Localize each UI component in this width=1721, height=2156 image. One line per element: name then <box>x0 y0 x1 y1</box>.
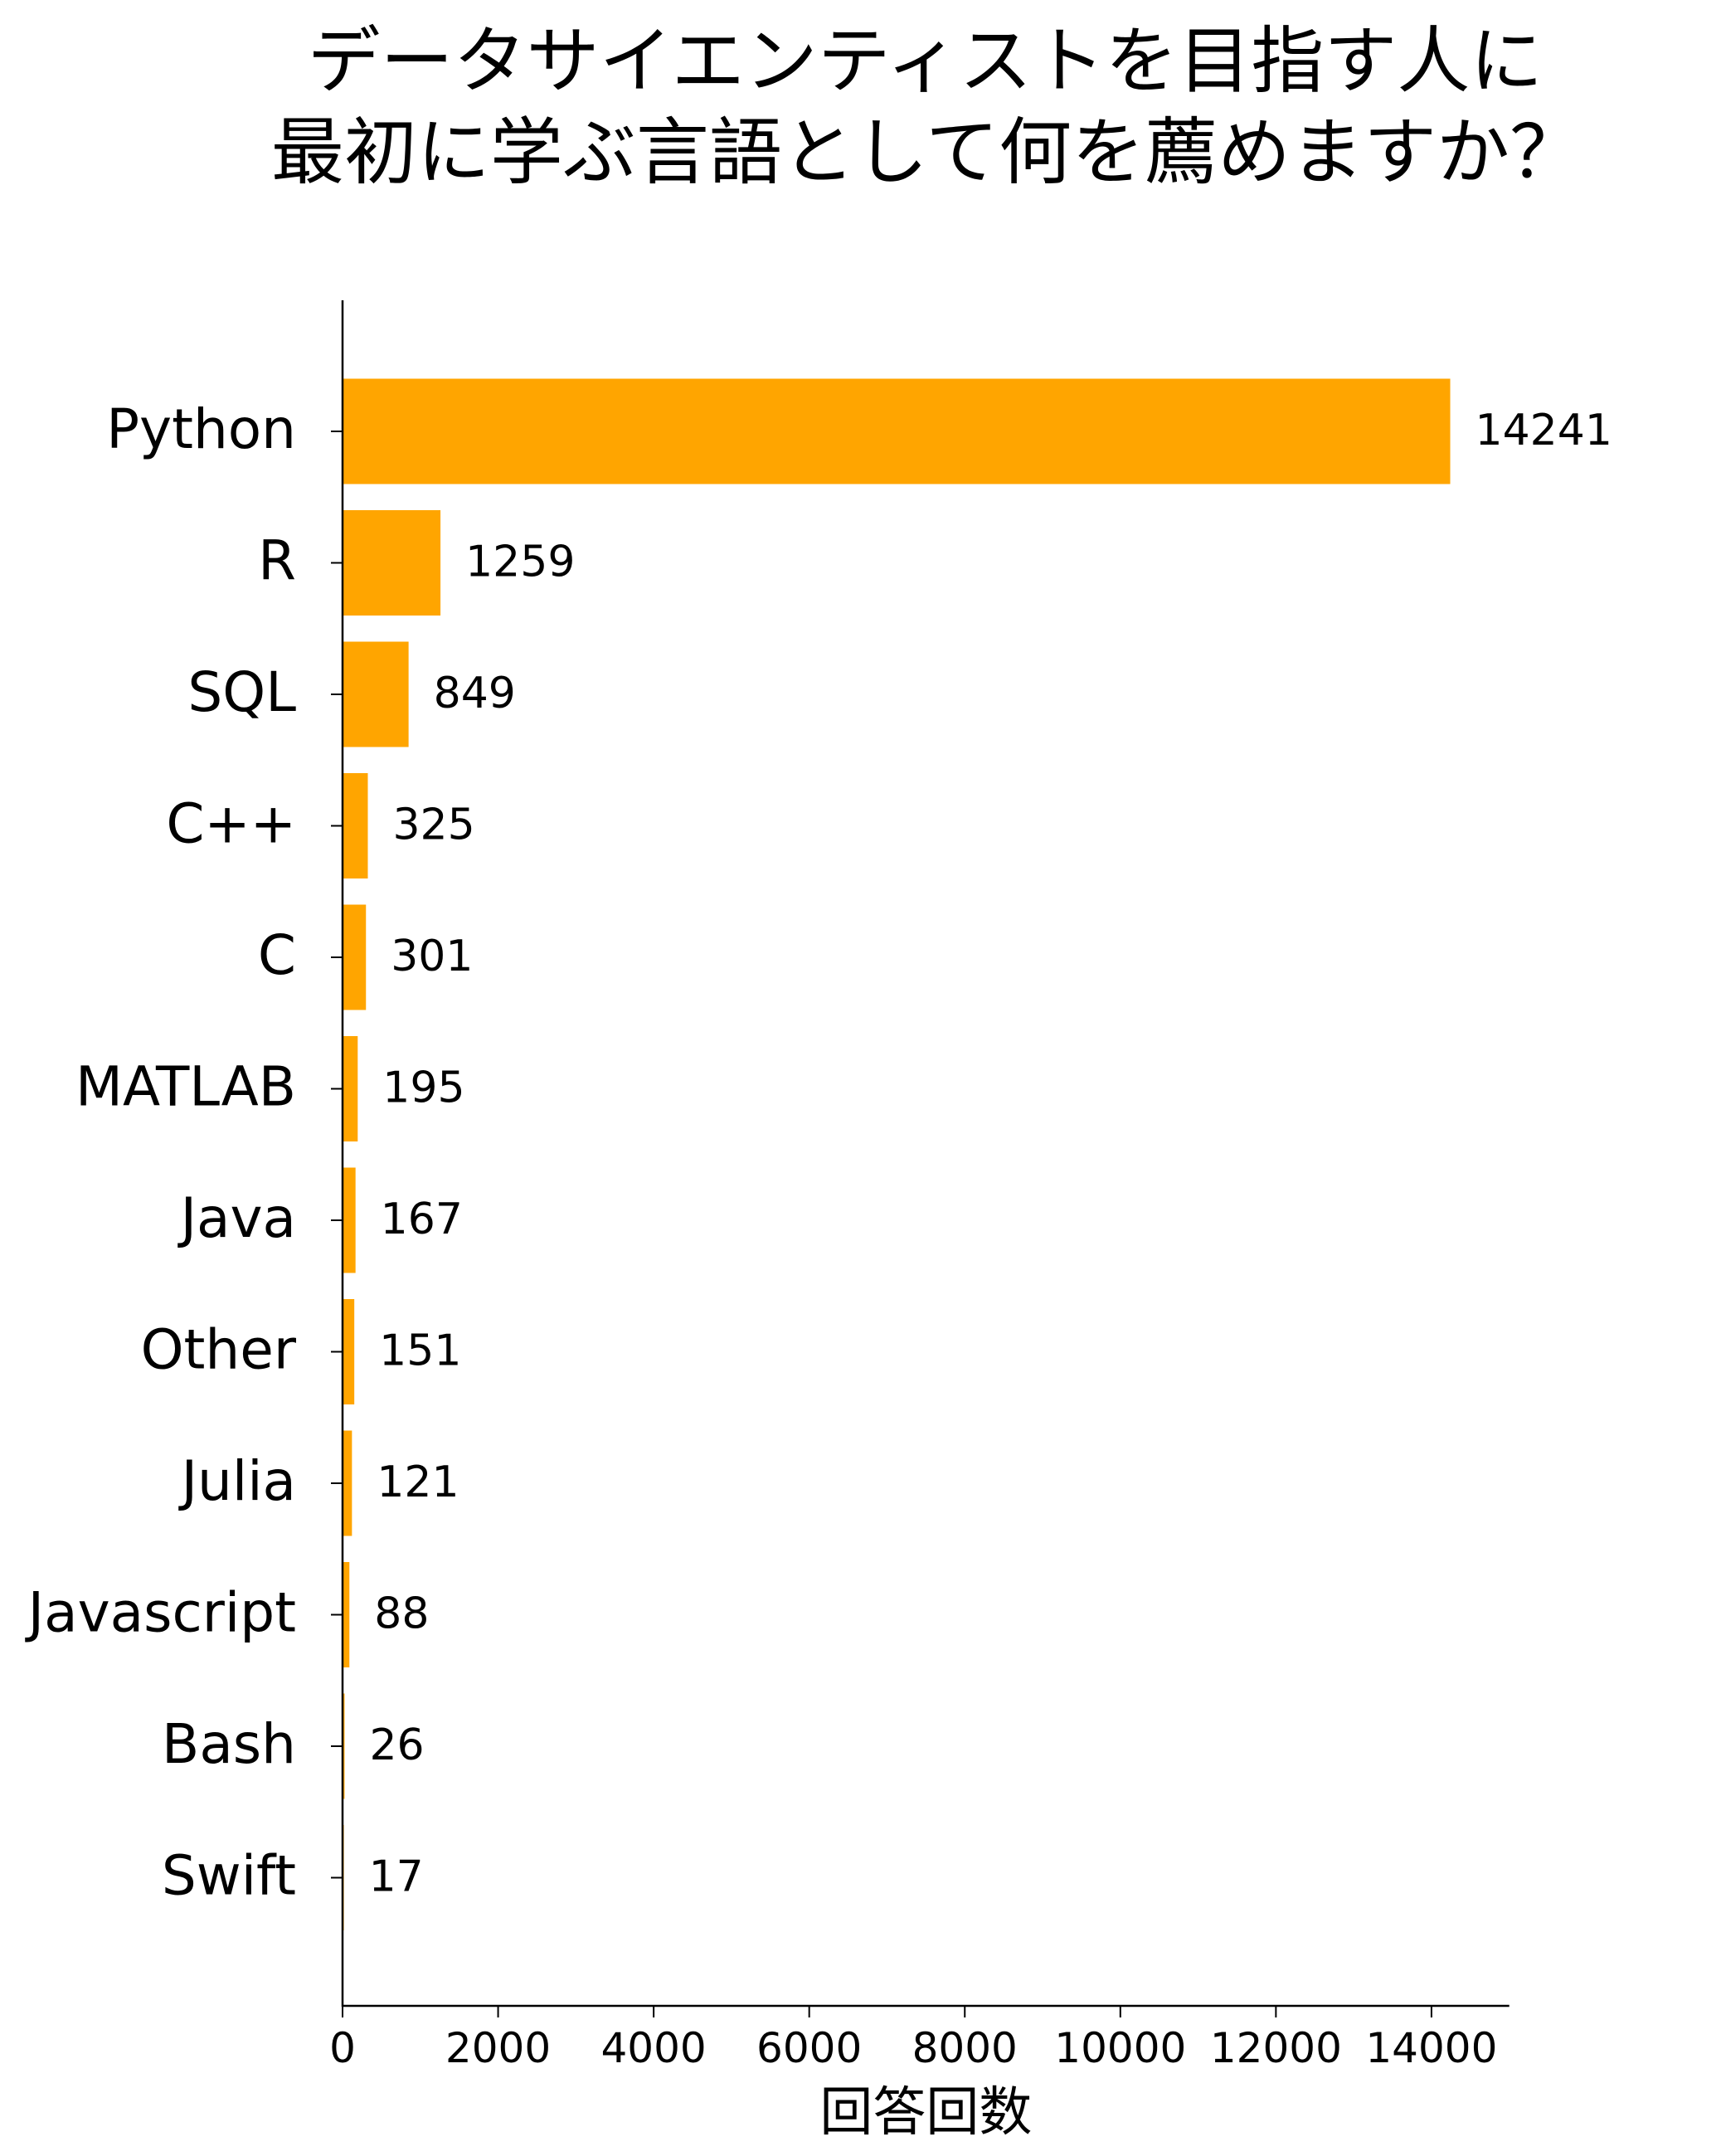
y-tick-label: Javascript <box>25 1581 296 1645</box>
x-tick-label: 2000 <box>445 2024 551 2072</box>
x-axis-label: 回答回数 <box>819 2082 1032 2144</box>
x-tick-label: 10000 <box>1054 2024 1186 2072</box>
bar-python <box>343 378 1451 484</box>
data-label: 17 <box>369 1852 424 1902</box>
x-tick-label: 6000 <box>756 2024 862 2072</box>
bar-julia <box>343 1430 352 1536</box>
x-tick-label: 14000 <box>1365 2024 1497 2072</box>
bar-matlab <box>343 1036 358 1141</box>
y-tick-label: Other <box>141 1318 297 1382</box>
chart-title-line-1: データサイエンティストを目指す人に <box>307 18 1544 104</box>
bars <box>343 378 1451 1930</box>
chart-title-line-2: 最初に学ぶ言語として何を薦めますか？ <box>270 110 1583 195</box>
data-label: 1259 <box>465 538 575 587</box>
x-tick-label: 12000 <box>1210 2024 1342 2072</box>
data-label: 301 <box>391 932 473 981</box>
bar-javascript <box>343 1562 350 1667</box>
x-tick-label: 4000 <box>600 2024 706 2072</box>
y-tick-label: Bash <box>162 1712 296 1776</box>
data-label: 325 <box>392 801 474 850</box>
bar-java <box>343 1167 356 1273</box>
bar-r <box>343 510 441 616</box>
axes <box>331 300 1510 2017</box>
data-label: 88 <box>374 1589 429 1639</box>
y-tick-label: Julia <box>178 1449 296 1513</box>
data-label: 195 <box>382 1063 464 1113</box>
y-tick-label: Swift <box>162 1844 296 1908</box>
y-tick-label: MATLAB <box>75 1055 296 1119</box>
y-tick-label: Java <box>177 1186 296 1250</box>
data-label: 26 <box>369 1720 424 1770</box>
bar-other <box>343 1299 355 1404</box>
bar-c- <box>343 773 368 878</box>
x-tick-label: 8000 <box>912 2024 1018 2072</box>
bar-sql <box>343 641 409 747</box>
data-label: 14241 <box>1475 406 1612 455</box>
x-tick-label: 0 <box>329 2024 356 2072</box>
y-tick-label: C <box>258 923 296 987</box>
labels: Python 14241 R 1259 SQL 849 C++ 325 C 301 MATLAB 19… <box>25 397 1612 2144</box>
y-tick-label: C++ <box>166 792 296 856</box>
bar-c <box>343 904 367 1010</box>
data-label: 849 <box>434 669 516 718</box>
data-label: 151 <box>379 1326 461 1376</box>
y-tick-label: R <box>258 529 296 593</box>
y-tick-label: SQL <box>187 660 296 724</box>
data-label: 167 <box>381 1195 463 1244</box>
data-label: 121 <box>377 1458 459 1507</box>
y-tick-label: Python <box>106 397 296 461</box>
